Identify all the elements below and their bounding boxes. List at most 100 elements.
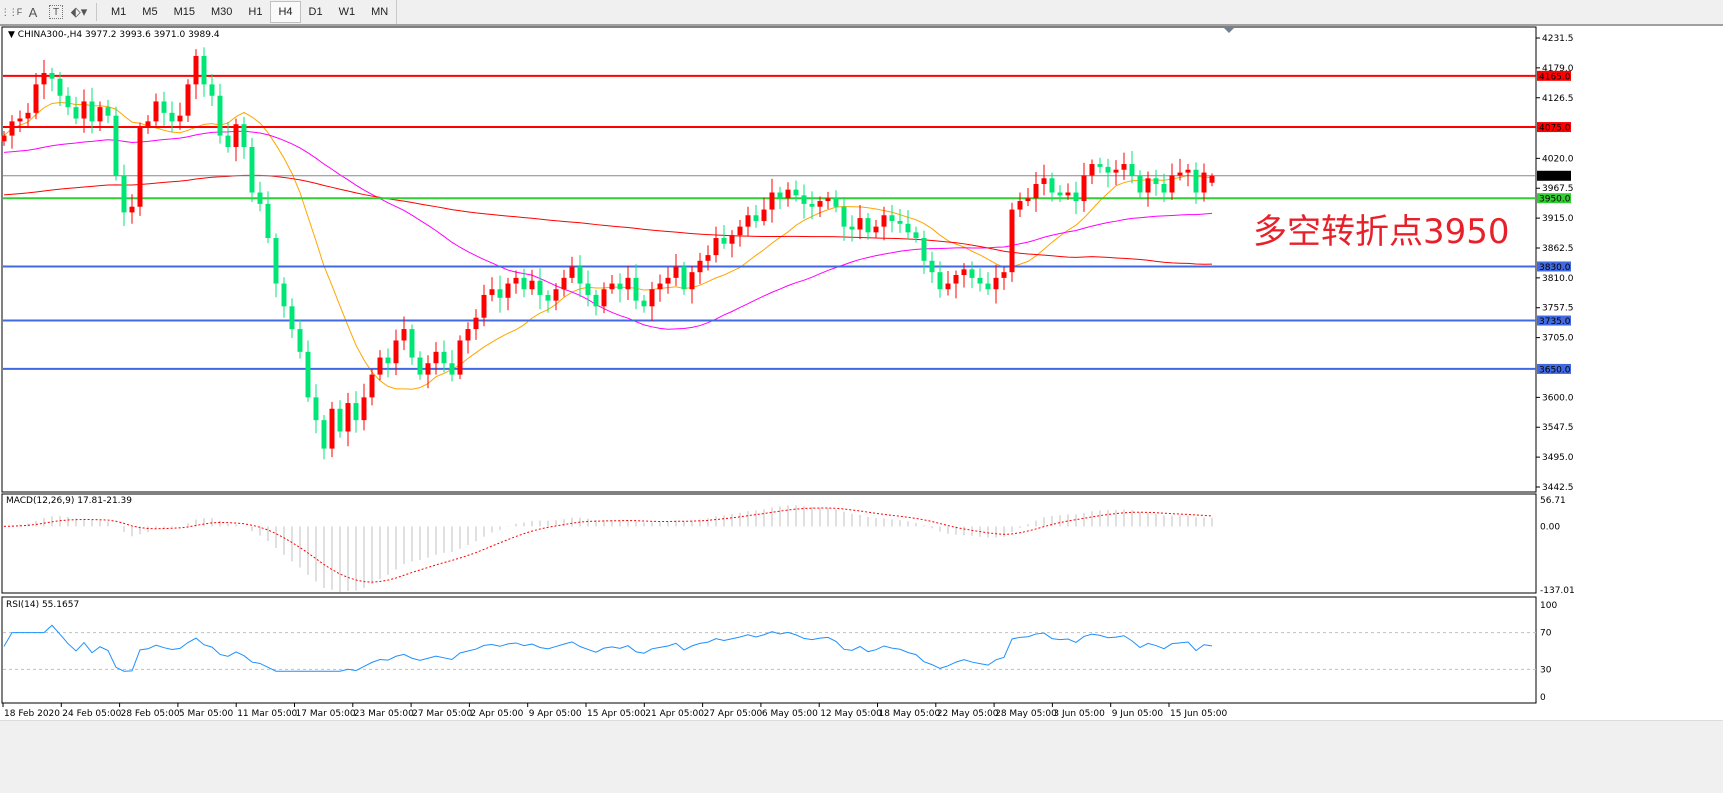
arrows-icon[interactable]: ⬖▾ <box>70 4 88 19</box>
timeframe-m5[interactable]: M5 <box>142 6 158 18</box>
candle <box>417 351 423 380</box>
candle-body <box>105 107 111 116</box>
price-tick-label: 4126.5 <box>1542 94 1574 104</box>
candle <box>649 281 655 322</box>
text-label-icon[interactable]: T <box>49 5 63 19</box>
candle <box>561 269 567 297</box>
time-axis-label: 15 Jun 05:00 <box>1170 709 1227 719</box>
candle <box>169 101 175 133</box>
candle <box>257 181 263 212</box>
candle-body <box>529 280 535 290</box>
candle-body <box>969 269 975 278</box>
candle-body <box>873 226 879 233</box>
candle-body <box>881 215 887 227</box>
candle-body <box>577 266 583 284</box>
candle <box>985 272 991 295</box>
candle <box>505 277 511 311</box>
text-icon[interactable]: A <box>28 4 38 20</box>
candle <box>145 115 151 134</box>
candle <box>121 164 127 227</box>
candle-body <box>433 351 439 364</box>
candle-body <box>777 192 783 199</box>
time-axis-label: 5 Mar 05:00 <box>179 709 234 719</box>
candle <box>1161 173 1167 203</box>
scroll-marker-icon <box>1224 28 1234 33</box>
candle-body <box>553 289 559 301</box>
candle-body <box>569 266 575 278</box>
price-tick-label: 3862.5 <box>1542 244 1574 254</box>
candle-body <box>361 397 367 421</box>
timeframe-w1[interactable]: W1 <box>338 6 356 18</box>
candle <box>1041 164 1047 196</box>
candle-body <box>921 238 927 261</box>
candle <box>633 264 639 310</box>
candle <box>977 268 983 292</box>
candle <box>401 316 407 351</box>
timeframe-m1[interactable]: M1 <box>111 6 127 18</box>
candle <box>785 182 791 207</box>
candle-body <box>369 374 375 398</box>
candle-body <box>137 127 143 207</box>
timeframe-m30[interactable]: M30 <box>210 6 233 18</box>
timeframe-m15[interactable]: M15 <box>173 6 195 18</box>
candle-body <box>1081 175 1087 202</box>
candle-body <box>313 397 319 421</box>
level-price-label: 3650.0 <box>1539 365 1571 375</box>
chart-canvas[interactable]: ▼ CHINA300-,H4 3977.2 3993.6 3971.0 3989… <box>0 26 1723 720</box>
candle <box>369 368 375 406</box>
timeframe-mn[interactable]: MN <box>371 6 389 18</box>
timeframe-h1[interactable]: H1 <box>248 6 263 18</box>
candle-body <box>49 72 55 79</box>
candle-body <box>1105 166 1111 173</box>
candle-body <box>857 218 863 230</box>
candle-body <box>801 195 807 204</box>
candle-body <box>57 78 63 96</box>
period-separator-icon[interactable]: ⋮⋮F <box>0 6 23 17</box>
candle-body <box>273 238 279 284</box>
candle <box>217 83 223 144</box>
candle-body <box>1097 164 1103 167</box>
chart-toolbar: ⋮⋮F A T ⬖▾ M1 M5 M15 M30 H1 H4 D1 W1 MN <box>0 0 1723 26</box>
rsi-axis-label: 70 <box>1540 629 1552 639</box>
candle-body <box>145 121 151 128</box>
candle-body <box>713 238 719 256</box>
candle <box>105 99 111 124</box>
candle-body <box>1177 172 1183 176</box>
candle-body <box>721 238 727 244</box>
candle <box>865 212 871 240</box>
candle <box>57 71 63 107</box>
candle <box>689 265 695 304</box>
candle <box>361 383 367 431</box>
level-price-label: 3735.0 <box>1539 317 1571 327</box>
candle-body <box>1073 192 1079 202</box>
time-axis-label: 24 Feb 05:00 <box>62 709 121 719</box>
candle-body <box>425 363 431 375</box>
timeframe-d1[interactable]: D1 <box>308 6 323 18</box>
candle <box>441 340 447 373</box>
rsi-axis-label: 100 <box>1540 601 1557 611</box>
candle-body <box>201 55 207 85</box>
candle-body <box>449 363 455 375</box>
candle <box>521 268 527 298</box>
candle <box>841 197 847 241</box>
candle <box>833 190 839 213</box>
candle-body <box>1137 175 1143 193</box>
candle-body <box>913 232 919 239</box>
candle <box>1185 164 1191 187</box>
candle-body <box>833 198 839 207</box>
rsi-axis-label: 30 <box>1540 665 1552 675</box>
candle-body <box>897 220 903 224</box>
candle-body <box>809 203 815 207</box>
candle-body <box>1017 201 1023 210</box>
candle-body <box>121 175 127 213</box>
candle <box>433 342 439 375</box>
candle <box>1113 160 1119 186</box>
rsi-pane <box>1 596 1537 704</box>
candle-body <box>1185 169 1191 173</box>
toolbar-separator <box>396 0 398 24</box>
time-axis-label: 9 Jun 05:00 <box>1112 709 1164 719</box>
candle <box>161 91 167 126</box>
candle <box>705 245 711 271</box>
candle <box>449 350 455 382</box>
timeframe-h4[interactable]: H4 <box>270 1 301 23</box>
